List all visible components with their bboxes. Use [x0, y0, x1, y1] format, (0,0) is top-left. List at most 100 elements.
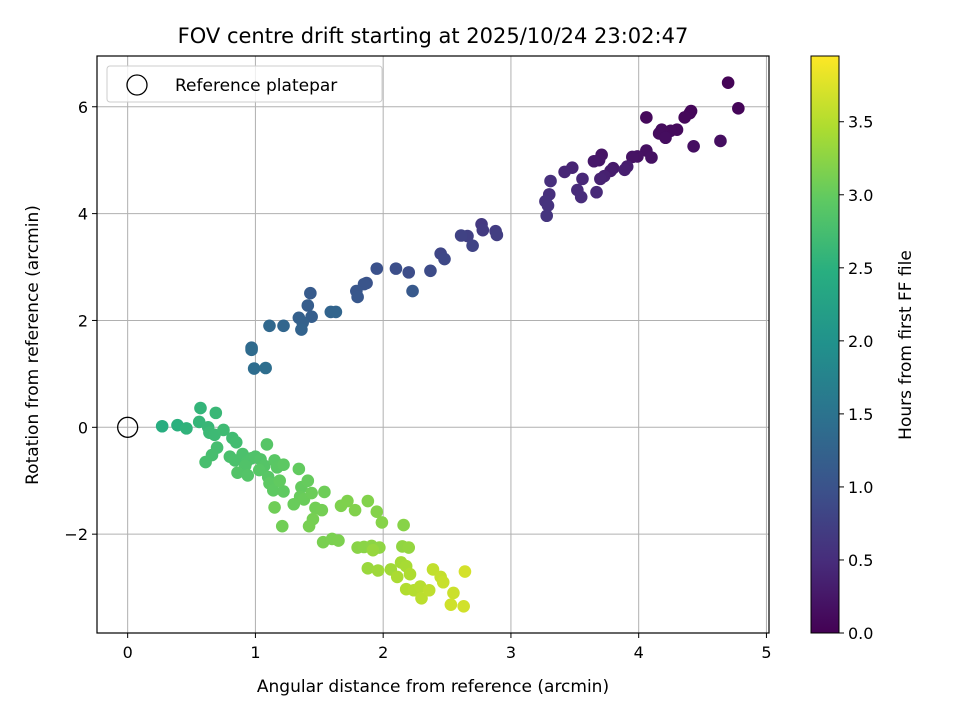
data-point — [402, 266, 416, 279]
data-point — [301, 299, 315, 312]
colorbar-tick-label: 3.5 — [848, 113, 873, 132]
colorbar-tick-label: 3.0 — [848, 186, 873, 205]
y-axis-ticks: −2 0 2 4 6 — [64, 98, 97, 544]
data-point — [329, 305, 343, 319]
x-axis-label: Angular distance from reference (arcmin) — [257, 677, 609, 697]
x-tick-label: 1 — [250, 643, 260, 662]
y-tick-label: −2 — [64, 525, 88, 544]
data-point — [268, 501, 281, 514]
data-point — [287, 497, 301, 511]
data-point — [348, 503, 362, 517]
data-point — [318, 485, 331, 499]
chart-title: FOV centre drift starting at 2025/10/24 … — [178, 24, 689, 48]
data-point — [217, 423, 230, 437]
legend: Reference platepar — [106, 65, 383, 103]
data-point — [260, 438, 274, 451]
data-point — [370, 262, 384, 275]
data-point — [371, 564, 385, 577]
data-point — [241, 469, 255, 482]
data-point — [447, 586, 460, 600]
data-point — [587, 154, 601, 168]
data-point — [366, 543, 380, 557]
colorbar-tick-label: 0.5 — [848, 551, 873, 570]
data-point — [544, 174, 557, 188]
data-point — [541, 199, 555, 212]
data-point — [305, 486, 318, 500]
data-point — [361, 494, 375, 508]
data-point — [454, 229, 468, 242]
data-point — [590, 185, 603, 199]
reference-marker — [117, 416, 139, 438]
data-point — [721, 76, 735, 90]
data-point — [574, 190, 588, 204]
y-tick-label: 4 — [78, 205, 88, 224]
data-point — [231, 466, 244, 480]
data-point — [302, 519, 316, 533]
data-point — [332, 534, 345, 547]
plot-frame — [96, 55, 770, 634]
data-point — [155, 419, 169, 433]
data-point — [626, 150, 639, 164]
data-point — [645, 151, 658, 164]
data-point — [540, 209, 554, 223]
x-tick-label: 5 — [761, 643, 771, 662]
data-point — [687, 139, 700, 153]
data-point — [277, 458, 290, 472]
data-point — [295, 323, 308, 336]
data-point — [389, 262, 403, 275]
data-point — [402, 541, 416, 554]
colorbar-tick-label: 1.0 — [848, 478, 873, 497]
y-tick-label: 6 — [78, 98, 88, 117]
y-axis-label: Rotation from reference (arcmin) — [23, 205, 43, 485]
gridlines — [97, 56, 769, 633]
x-tick-label: 0 — [123, 643, 133, 662]
colorbar-ticks: 0.0 0.5 1.0 1.5 2.0 2.5 3.0 3.5 — [839, 113, 873, 643]
data-point — [292, 462, 306, 476]
reference-platepar-marker — [117, 416, 139, 438]
colorbar-tick-label: 1.5 — [848, 405, 873, 424]
data-point — [436, 575, 450, 589]
data-point — [277, 319, 290, 333]
data-point — [403, 567, 417, 581]
data-point — [558, 165, 571, 179]
data-point — [438, 252, 451, 266]
data-point — [277, 485, 290, 498]
colorbar-label: Hours from first FF file — [896, 250, 916, 440]
data-point — [247, 362, 261, 375]
data-point — [640, 111, 653, 124]
data-point — [301, 474, 315, 488]
data-point — [259, 361, 272, 375]
data-point — [180, 422, 193, 435]
legend-entry: Reference platepar — [175, 76, 337, 96]
data-point — [444, 598, 458, 611]
y-tick-label: 2 — [78, 311, 88, 330]
data-point — [267, 484, 280, 497]
data-point — [490, 228, 504, 242]
data-point — [714, 134, 727, 148]
data-point — [406, 284, 419, 298]
data-point — [458, 565, 472, 578]
data-point — [415, 591, 428, 605]
data-point — [594, 172, 607, 186]
data-point — [273, 474, 286, 488]
data-point — [397, 518, 410, 532]
data-point — [422, 583, 436, 597]
data-point — [263, 319, 276, 333]
data-point — [732, 102, 745, 115]
data-point — [457, 599, 470, 613]
data-point — [194, 401, 207, 415]
data-point — [375, 516, 389, 529]
data-point — [361, 562, 375, 575]
colorbar-tick-label: 0.0 — [848, 624, 873, 643]
colorbar — [810, 55, 840, 634]
data-point — [315, 503, 329, 517]
colorbar-tick-label: 2.5 — [848, 259, 873, 278]
x-tick-label: 4 — [634, 643, 644, 662]
colorbar-tick-label: 2.0 — [848, 332, 873, 351]
x-tick-label: 2 — [378, 643, 388, 662]
legend-box — [106, 65, 383, 103]
data-point — [390, 570, 404, 584]
data-point — [678, 111, 691, 124]
y-tick-label: 0 — [78, 418, 88, 437]
